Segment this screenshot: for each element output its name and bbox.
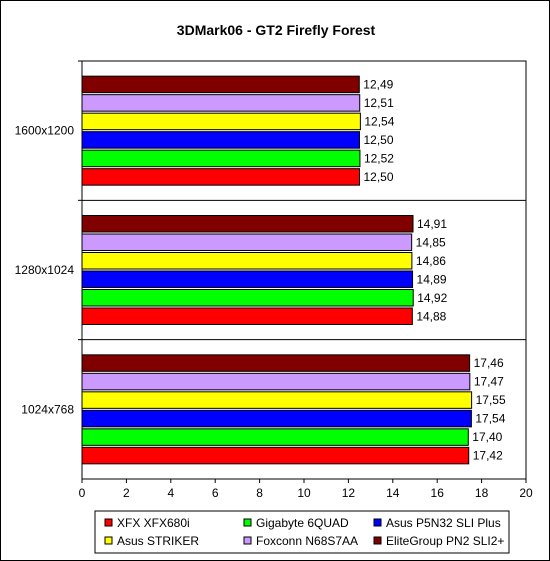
bar bbox=[81, 233, 413, 251]
legend-label: Asus P5N32 SLI Plus bbox=[386, 516, 501, 530]
data-label: 17,40 bbox=[472, 430, 502, 444]
category-label: 1600x1200 bbox=[15, 124, 75, 138]
chart-marks: 1600x1200 1280x1024 1024x768 12,49 12,51 12,5… bbox=[15, 60, 533, 548]
bar bbox=[81, 94, 361, 112]
data-label: 12,50 bbox=[364, 133, 394, 147]
data-label: 17,54 bbox=[475, 412, 505, 426]
bar bbox=[81, 446, 470, 465]
legend-swatch bbox=[373, 518, 382, 527]
legend-swatch bbox=[373, 536, 382, 545]
category-label: 1280x1024 bbox=[15, 263, 75, 277]
bar bbox=[81, 131, 360, 149]
bar bbox=[81, 149, 361, 168]
data-label: 12,50 bbox=[364, 170, 394, 184]
x-tick-label: 12 bbox=[342, 486, 356, 500]
x-tick-label: 14 bbox=[386, 486, 400, 500]
x-tick-label: 18 bbox=[475, 486, 489, 500]
x-tick-label: 4 bbox=[167, 486, 174, 500]
data-label: 14,89 bbox=[417, 272, 447, 286]
bar bbox=[81, 270, 414, 288]
x-tick-label: 8 bbox=[256, 486, 263, 500]
data-label: 12,49 bbox=[363, 77, 393, 91]
legend-label: Gigabyte 6QUAD bbox=[256, 516, 349, 530]
data-label: 17,42 bbox=[473, 449, 503, 463]
bar bbox=[81, 354, 471, 372]
bar bbox=[81, 409, 472, 428]
data-label: 12,51 bbox=[364, 96, 394, 110]
data-label: 14,88 bbox=[416, 309, 446, 323]
legend-label: Foxconn N68S7AA bbox=[256, 534, 358, 548]
bar bbox=[81, 112, 361, 131]
data-label: 14,86 bbox=[416, 254, 446, 268]
legend-box bbox=[94, 510, 510, 554]
bar bbox=[81, 289, 414, 307]
data-label: 14,92 bbox=[417, 291, 447, 305]
bar bbox=[81, 307, 413, 325]
chart-title: 3DMark06 - GT2 Firefly Forest bbox=[177, 22, 376, 38]
data-label: 14,85 bbox=[416, 235, 446, 249]
x-tick-label: 2 bbox=[123, 486, 130, 500]
legend-swatch bbox=[243, 536, 252, 545]
bar bbox=[81, 215, 414, 233]
legend-label: XFX XFX680i bbox=[117, 516, 190, 530]
bar bbox=[81, 252, 413, 270]
x-tick-label: 10 bbox=[297, 486, 311, 500]
data-label: 17,55 bbox=[476, 393, 506, 407]
data-label: 14,91 bbox=[417, 217, 447, 231]
data-label: 12,52 bbox=[364, 151, 394, 165]
x-tick-label: 6 bbox=[212, 486, 219, 500]
bar bbox=[81, 75, 360, 94]
x-tick-label: 0 bbox=[79, 486, 86, 500]
data-label: 12,54 bbox=[364, 114, 394, 128]
data-label: 17,46 bbox=[474, 356, 504, 370]
bar bbox=[81, 372, 471, 391]
bar bbox=[81, 428, 469, 446]
bar bbox=[81, 168, 360, 186]
category-label: 1024x768 bbox=[21, 402, 74, 416]
bar bbox=[81, 391, 473, 409]
legend-swatch bbox=[104, 536, 113, 545]
x-tick-label: 16 bbox=[431, 486, 445, 500]
x-tick-label: 20 bbox=[519, 486, 533, 500]
legend-swatch bbox=[243, 518, 252, 527]
plot-area bbox=[81, 60, 527, 480]
legend-label: EliteGroup PN2 SLI2+ bbox=[386, 534, 504, 548]
legend-label: Asus STRIKER bbox=[117, 534, 199, 548]
legend-swatch bbox=[104, 518, 113, 527]
data-label: 17,47 bbox=[474, 375, 504, 389]
